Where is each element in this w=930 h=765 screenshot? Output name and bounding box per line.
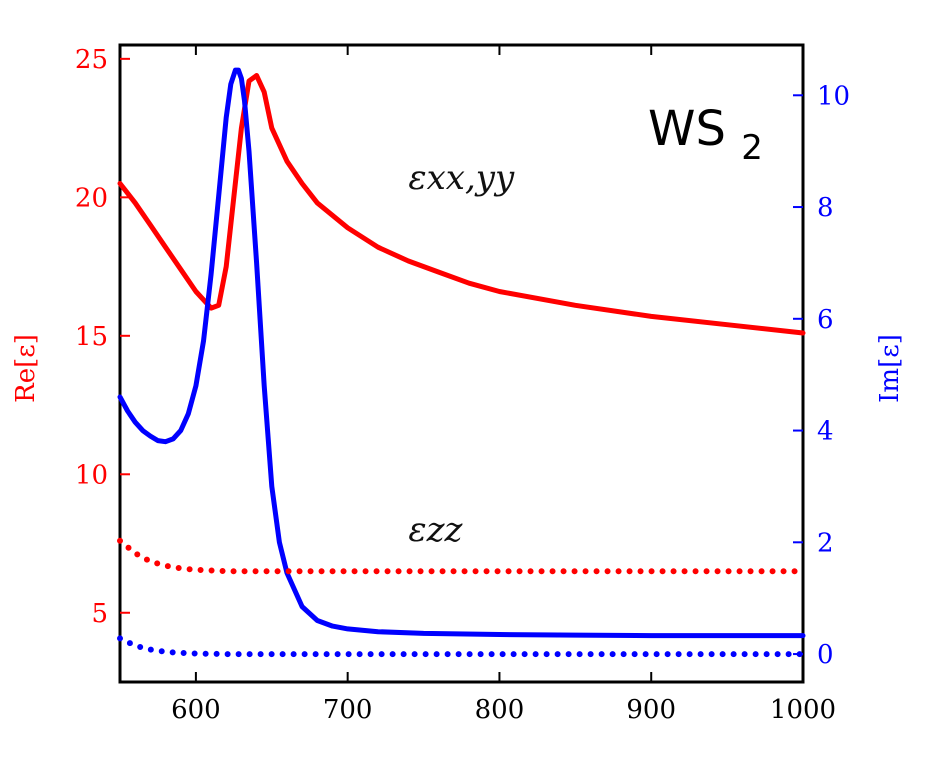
y-right-tick-label: 6 bbox=[817, 305, 834, 335]
y-left-tick-label: 25 bbox=[75, 45, 108, 75]
y-right-tick-label: 0 bbox=[817, 640, 834, 670]
x-tick-label: 700 bbox=[323, 695, 373, 725]
ticks-layer: 600 700 800 900 1000 5 10 15 20 25 0 2 4 6 8 10 bbox=[75, 45, 850, 725]
annotation-layer: εxx,yy εzz bbox=[408, 158, 515, 550]
chart-title-subscript: 2 bbox=[741, 128, 763, 168]
series-line-2 bbox=[117, 537, 806, 575]
x-tick-label: 600 bbox=[171, 695, 221, 725]
x-tick-label: 1000 bbox=[770, 695, 836, 725]
annotation-0: εxx,yy bbox=[408, 158, 515, 198]
y-right-tick-label: 4 bbox=[817, 417, 834, 447]
series-layer bbox=[117, 67, 806, 658]
series-line-0 bbox=[117, 73, 806, 336]
y-axis-label-left: Re[ε] bbox=[11, 334, 41, 403]
y-right-tick-label: 2 bbox=[817, 528, 834, 558]
y-left-tick-label: 15 bbox=[75, 322, 108, 352]
y-left-tick-label: 5 bbox=[91, 599, 108, 629]
chart-title-main: WS bbox=[648, 101, 726, 157]
y-left-tick-label: 10 bbox=[75, 460, 108, 490]
y-right-tick-label: 8 bbox=[817, 193, 834, 223]
y-left-tick-label: 20 bbox=[75, 183, 108, 213]
y-right-tick-label: 10 bbox=[817, 81, 850, 111]
x-tick-label: 800 bbox=[475, 695, 525, 725]
y-axis-label-right: Im[ε] bbox=[875, 334, 905, 403]
series-line-3 bbox=[117, 635, 806, 658]
series-line-1 bbox=[117, 67, 806, 639]
annotation-1: εzz bbox=[408, 510, 463, 550]
plot-frame bbox=[118, 43, 805, 684]
x-tick-label: 900 bbox=[626, 695, 676, 725]
chart-title: WS 2 bbox=[648, 101, 763, 168]
